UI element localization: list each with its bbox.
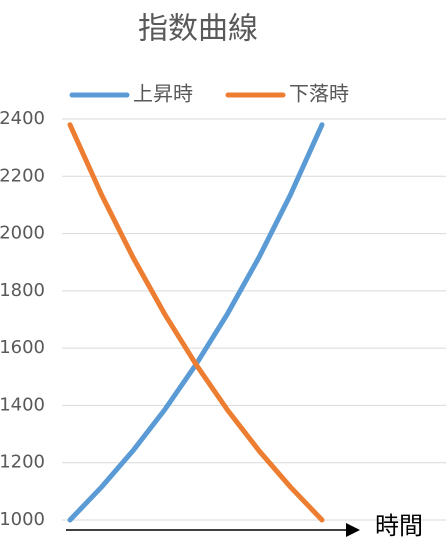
y-tick-label: 1800 [0,280,45,301]
y-tick-label: 1200 [0,452,45,473]
chart-title: 指数曲線 [138,12,258,47]
grid: 1000 1200 1400 1600 1800 2000 2200 2400 [0,108,446,530]
y-tick-label: 2000 [0,223,45,244]
x-axis-arrow [346,523,360,537]
legend-label: 下落時 [289,82,349,106]
series-line [67,122,325,523]
y-tick-label: 1600 [0,337,45,358]
plot [67,122,325,523]
x-axis-label: 時間 [375,512,423,540]
y-tick-label: 2200 [0,165,45,186]
legend-label: 上昇時 [133,82,193,106]
y-tick-label: 1000 [0,509,45,530]
series-line [67,122,325,523]
y-tick-label: 1400 [0,394,45,415]
y-tick-label: 2400 [0,108,45,129]
